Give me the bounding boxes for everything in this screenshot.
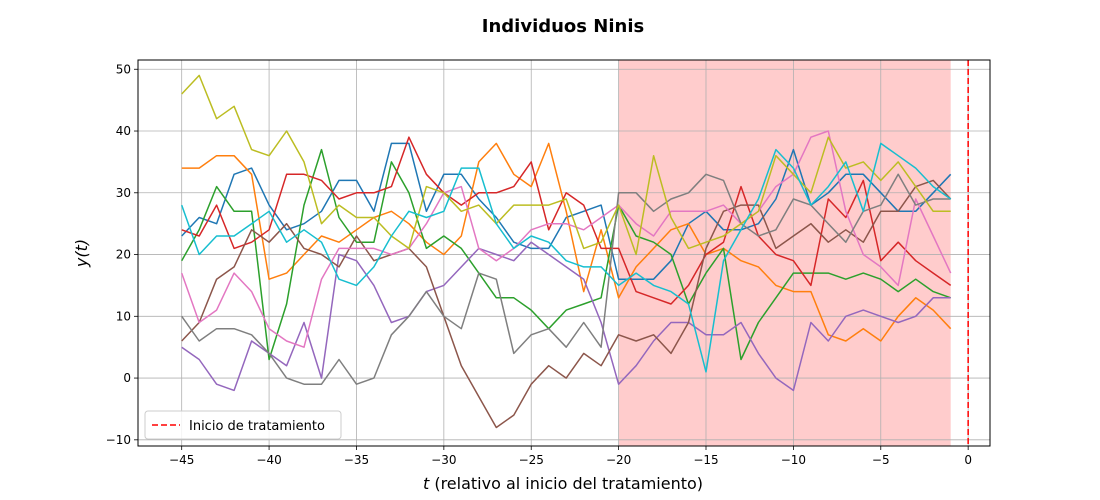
series-line-7 [180,130,952,348]
x-tick-label: −45 [169,453,194,467]
series-line-8 [181,173,951,385]
x-tick-label: −15 [693,453,718,467]
x-axis-label-variable: t [423,474,430,493]
y-tick-label: 20 [116,248,131,262]
x-axis-label-text: (relativo al inicio del tratamiento) [429,474,703,493]
series-line-4 [181,136,952,305]
x-tick-label: −5 [872,453,890,467]
series-line-1 [181,142,952,280]
x-tick-label: −20 [606,453,631,467]
y-tick-label: −10 [106,433,131,447]
series-line-10 [180,142,952,373]
y-tick-label: 50 [116,62,131,76]
series-line-6 [181,179,952,429]
y-axis-label: y(t) [72,239,91,268]
x-tick-label: −35 [344,453,369,467]
y-tick-label: 0 [123,371,131,385]
series-line-5 [181,241,951,392]
y-tick-label: 30 [116,186,131,200]
plot-frame [137,59,991,447]
y-tick-label: 40 [116,124,131,138]
x-tick-label: −10 [781,453,806,467]
series-line-9 [181,74,951,256]
series-line-3 [181,148,951,361]
x-tick-label: −40 [256,453,281,467]
legend-label: Inicio de tratamiento [189,419,325,434]
x-tick-label: 0 [964,453,972,467]
series-line-2 [181,142,952,342]
legend-box [144,410,342,440]
x-tick-label: −30 [431,453,456,467]
y-tick-label: 10 [116,309,131,323]
legend: Inicio de tratamiento [144,410,342,440]
x-axis-label: t (relativo al inicio del tratamiento) [423,474,703,493]
x-tick-label: −25 [519,453,544,467]
chart-title: Individuos Ninis [482,16,644,37]
